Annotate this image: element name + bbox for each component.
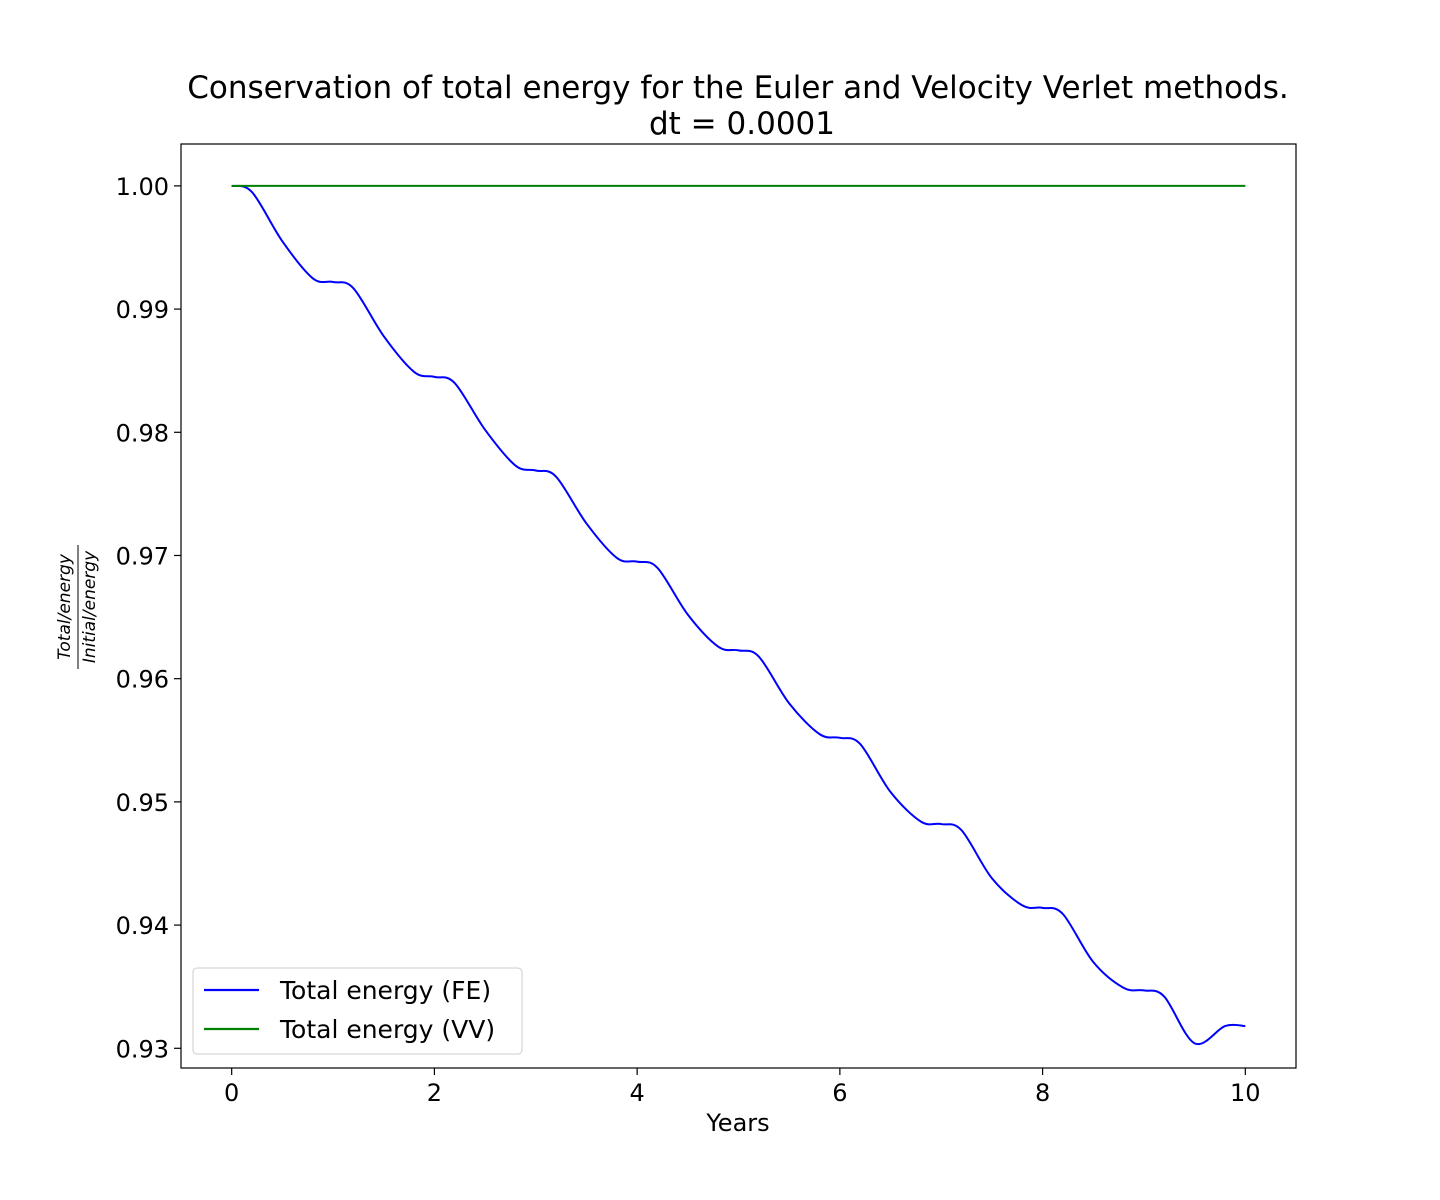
x-tick-label: 4 bbox=[629, 1079, 644, 1107]
y-tick-label: 0.98 bbox=[116, 419, 169, 447]
y-tick-label: 0.94 bbox=[116, 912, 169, 940]
x-tick-label: 8 bbox=[1035, 1079, 1050, 1107]
y-tick-label: 1.00 bbox=[116, 173, 169, 201]
x-axis-label: Years bbox=[705, 1109, 769, 1137]
y-tick-label: 0.95 bbox=[116, 789, 169, 817]
chart-title: Conservation of total energy for the Eul… bbox=[187, 70, 1289, 106]
chart-subtitle: dt = 0.0001 bbox=[649, 106, 835, 142]
x-tick-label: 2 bbox=[427, 1079, 442, 1107]
y-tick-label: 0.97 bbox=[116, 542, 169, 570]
x-tick-label: 6 bbox=[832, 1079, 847, 1107]
x-tick-label: 0 bbox=[224, 1079, 239, 1107]
series-line-1 bbox=[231, 184, 1246, 1046]
y-axis-label-numerator: Total/energy bbox=[55, 553, 75, 660]
y-axis-label-denominator: Initial/energy bbox=[80, 550, 100, 663]
legend-label-1: Total energy (FE) bbox=[279, 976, 491, 1005]
y-tick-label: 0.99 bbox=[116, 296, 169, 324]
x-axis-ticks: 0 2 4 6 8 10 bbox=[224, 1068, 1261, 1107]
plot-area-frame bbox=[180, 143, 1297, 1069]
legend: Total energy (FE) Total energy (VV) bbox=[192, 967, 523, 1055]
legend-label-2: Total energy (VV) bbox=[279, 1015, 495, 1044]
y-axis-ticks: 0.93 0.94 0.95 0.96 0.97 0.98 0.99 1.00 bbox=[116, 173, 181, 1063]
y-tick-label: 0.96 bbox=[116, 666, 169, 694]
y-tick-label: 0.93 bbox=[116, 1035, 169, 1063]
plot-lines bbox=[231, 184, 1246, 1046]
legend-box bbox=[192, 967, 523, 1055]
y-axis-label: Total/energy Initial/energy bbox=[55, 545, 100, 669]
x-tick-label: 10 bbox=[1230, 1079, 1261, 1107]
